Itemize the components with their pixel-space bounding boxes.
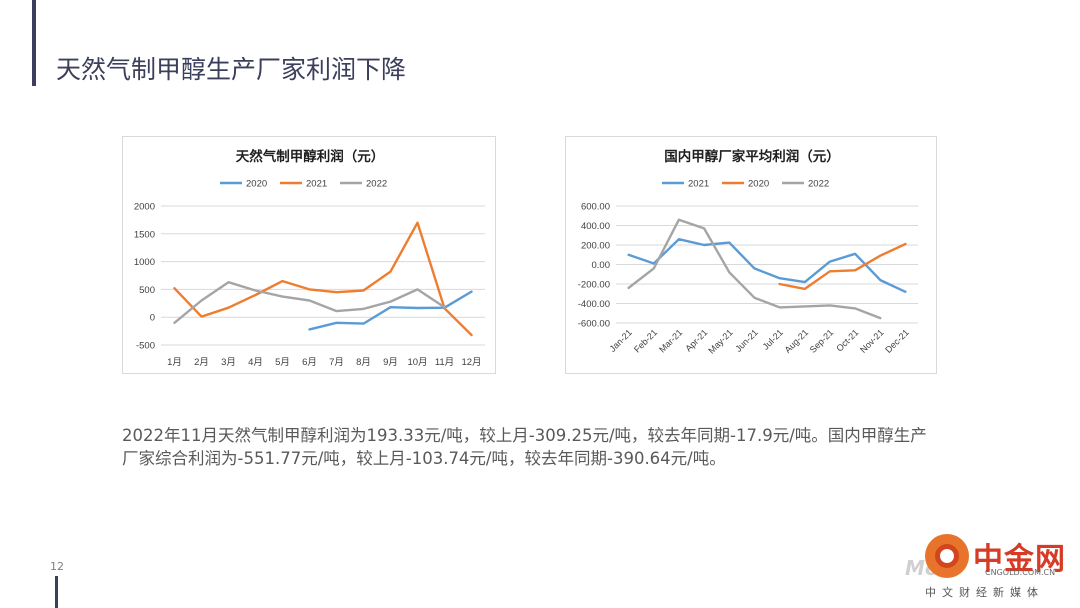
watermark: Mo 中金网 CNGOLD.COM.CN 中文财经新媒体 (905, 532, 1075, 604)
x-tick-label: 7月 (329, 357, 344, 368)
chart-canvas: 天然气制甲醇利润（元） 2020 2021 2022 2000 1500 1000 500 0 -… (134, 148, 485, 368)
x-tick-label: 12月 (461, 357, 481, 368)
page-number: 12 (50, 560, 64, 573)
y-tick-label: 1000 (134, 257, 155, 268)
x-tick-label: 9月 (383, 357, 398, 368)
series-line-2022 (173, 281, 446, 324)
slide-title: 天然气制甲醇生产厂家利润下降 (56, 55, 407, 84)
y-tick-label: -500 (136, 341, 155, 352)
y-tick-label: 200.00 (581, 241, 610, 252)
x-tick-label: 4月 (248, 357, 263, 368)
x-tick-label: Feb-21 (632, 327, 659, 354)
y-tick-label: 1500 (134, 229, 155, 240)
y-tick-label: -200.00 (578, 280, 610, 291)
x-tick-label: Dec-21 (883, 327, 911, 355)
x-tick-label: Jan-21 (607, 327, 634, 354)
y-tick-label: 600.00 (581, 202, 610, 213)
y-tick-label: 500 (139, 285, 155, 296)
chart-title: 国内甲醇厂家平均利润（元） (664, 148, 840, 165)
logo-icon (925, 534, 969, 578)
x-tick-label: Jun-21 (733, 327, 760, 354)
watermark-tagline: 中文财经新媒体 (925, 586, 1044, 599)
chart-canvas: 国内甲醇厂家平均利润（元） 2021 2020 2022 600.00 400.00 200… (578, 148, 918, 356)
series-line-2020 (778, 242, 907, 291)
watermark-logo: 中金网 (973, 542, 1066, 577)
series-line-2021 (627, 238, 907, 293)
y-tick-label: 400.00 (581, 221, 610, 232)
watermark-site: CNGOLD.COM.CN (985, 568, 1056, 577)
legend-label-2021: 2021 (688, 179, 709, 190)
y-tick-label: 2000 (134, 202, 155, 213)
chart-domestic-methanol-avg-profit: 国内甲醇厂家平均利润（元） 2021 2020 2022 600.00 400.00 200… (565, 136, 937, 374)
series-line-2021 (173, 221, 473, 337)
y-tick-label: -400.00 (578, 299, 610, 310)
x-tick-label: 2月 (194, 357, 209, 368)
legend-label-2020: 2020 (246, 179, 267, 190)
title-accent-bar (32, 0, 36, 86)
legend-label-2022: 2022 (366, 179, 387, 190)
x-tick-label: Sep-21 (808, 327, 836, 355)
y-tick-label: 0 (150, 313, 155, 324)
x-tick-label: Apr-21 (683, 327, 709, 353)
chart-title: 天然气制甲醇利润（元） (236, 148, 385, 165)
x-tick-label: May-21 (706, 327, 734, 355)
x-tick-label: 8月 (356, 357, 371, 368)
x-tick-label: 5月 (275, 357, 290, 368)
x-tick-label: Jul-21 (761, 327, 785, 351)
y-tick-label: -600.00 (578, 319, 610, 330)
x-tick-label: 11月 (435, 357, 454, 368)
x-tick-label: Mar-21 (657, 327, 684, 354)
legend-label-2020: 2020 (748, 179, 769, 190)
y-tick-label: 0.00 (592, 260, 611, 271)
legend-label-2021: 2021 (306, 179, 327, 190)
chart-natural-gas-methanol-profit: 天然气制甲醇利润（元） 2020 2021 2022 2000 1500 1000 500 0 -… (122, 136, 496, 374)
x-tick-label: Aug-21 (783, 327, 811, 355)
page-accent-bar (55, 576, 58, 608)
x-tick-label: 6月 (302, 357, 317, 368)
series-line-2022 (627, 218, 882, 320)
x-tick-label: 10月 (407, 357, 427, 368)
x-tick-label: 1月 (167, 357, 182, 368)
legend-label-2022: 2022 (808, 179, 829, 190)
x-tick-label: 3月 (221, 357, 236, 368)
summary-text: 2022年11月天然气制甲醇利润为193.33元/吨，较上月-309.25元/吨… (122, 426, 927, 468)
x-tick-label: Nov-21 (858, 327, 886, 355)
x-tick-label: Oct-21 (834, 327, 860, 353)
